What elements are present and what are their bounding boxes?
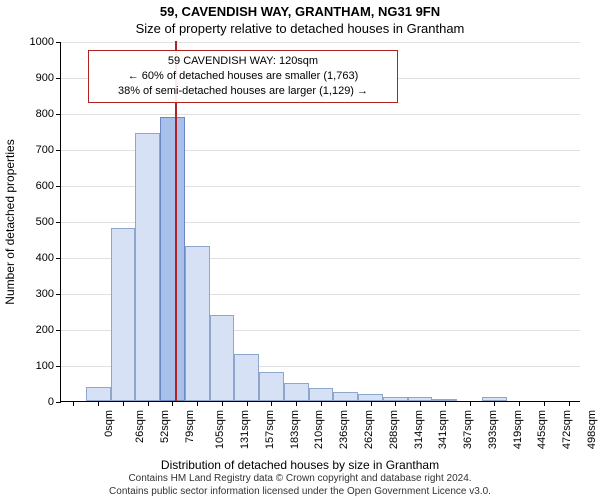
chart-title-line1: 59, CAVENDISH WAY, GRANTHAM, NG31 9FN xyxy=(0,4,600,19)
x-tick-label: 445sqm xyxy=(536,410,548,449)
footer-line2: Contains public sector information licen… xyxy=(0,485,600,498)
y-tick-label: 900 xyxy=(14,72,54,84)
y-tick-label: 600 xyxy=(14,180,54,192)
bar xyxy=(111,228,136,401)
annotation-line2: ← 60% of detached houses are smaller (1,… xyxy=(97,69,389,84)
gridline xyxy=(61,114,580,115)
y-tick-label: 100 xyxy=(14,360,54,372)
x-tick-label: 210sqm xyxy=(314,410,326,449)
x-tick-mark xyxy=(470,401,471,406)
y-tick-label: 0 xyxy=(14,396,54,408)
y-tick-mark xyxy=(56,186,61,187)
x-tick-mark xyxy=(395,401,396,406)
x-tick-label: 393sqm xyxy=(487,410,499,449)
y-tick-label: 800 xyxy=(14,108,54,120)
annotation-line1: 59 CAVENDISH WAY: 120sqm xyxy=(97,54,389,69)
x-tick-mark xyxy=(247,401,248,406)
y-tick-label: 1000 xyxy=(14,36,54,48)
x-tick-label: 0sqm xyxy=(103,410,115,437)
bar xyxy=(259,372,284,401)
x-tick-label: 157sqm xyxy=(264,410,276,449)
y-tick-mark xyxy=(56,294,61,295)
x-tick-label: 262sqm xyxy=(363,410,375,449)
x-tick-label: 498sqm xyxy=(586,410,598,449)
x-tick-mark xyxy=(569,401,570,406)
bar xyxy=(160,117,185,401)
y-tick-label: 400 xyxy=(14,252,54,264)
x-tick-mark xyxy=(544,401,545,406)
bar xyxy=(309,388,334,401)
footer-attribution: Contains HM Land Registry data © Crown c… xyxy=(0,472,600,498)
x-tick-mark xyxy=(420,401,421,406)
x-tick-mark xyxy=(445,401,446,406)
y-tick-mark xyxy=(56,366,61,367)
x-tick-label: 314sqm xyxy=(413,410,425,449)
bar xyxy=(234,354,259,401)
x-tick-label: 472sqm xyxy=(561,410,573,449)
chart-container: 59, CAVENDISH WAY, GRANTHAM, NG31 9FN Si… xyxy=(0,0,600,500)
y-tick-label: 500 xyxy=(14,216,54,228)
x-tick-mark xyxy=(197,401,198,406)
x-tick-label: 367sqm xyxy=(462,410,474,449)
bar xyxy=(333,392,358,401)
y-tick-label: 700 xyxy=(14,144,54,156)
annotation-line3: 38% of semi-detached houses are larger (… xyxy=(97,84,389,99)
gridline xyxy=(61,42,580,43)
x-tick-mark xyxy=(222,401,223,406)
x-tick-mark xyxy=(346,401,347,406)
annotation-box: 59 CAVENDISH WAY: 120sqm ← 60% of detach… xyxy=(88,50,398,103)
x-axis-label: Distribution of detached houses by size … xyxy=(0,458,600,472)
x-tick-mark xyxy=(98,401,99,406)
y-tick-mark xyxy=(56,150,61,151)
x-tick-label: 26sqm xyxy=(134,410,146,443)
x-tick-mark xyxy=(172,401,173,406)
x-tick-label: 236sqm xyxy=(338,410,350,449)
footer-line1: Contains HM Land Registry data © Crown c… xyxy=(0,472,600,485)
y-tick-label: 300 xyxy=(14,288,54,300)
x-tick-label: 105sqm xyxy=(215,410,227,449)
x-tick-label: 288sqm xyxy=(388,410,400,449)
y-tick-mark xyxy=(56,402,61,403)
x-tick-mark xyxy=(296,401,297,406)
bar xyxy=(135,133,160,401)
x-tick-mark xyxy=(123,401,124,406)
bar xyxy=(86,387,111,401)
x-tick-label: 341sqm xyxy=(437,410,449,449)
x-tick-mark xyxy=(494,401,495,406)
y-tick-label: 200 xyxy=(14,324,54,336)
x-tick-label: 183sqm xyxy=(289,410,301,449)
x-tick-mark xyxy=(148,401,149,406)
y-tick-mark xyxy=(56,114,61,115)
x-tick-mark xyxy=(519,401,520,406)
chart-title-line2: Size of property relative to detached ho… xyxy=(0,21,600,36)
bar xyxy=(185,246,210,401)
x-tick-label: 419sqm xyxy=(512,410,524,449)
x-tick-label: 131sqm xyxy=(239,410,251,449)
y-tick-mark xyxy=(56,330,61,331)
y-tick-mark xyxy=(56,258,61,259)
x-tick-mark xyxy=(371,401,372,406)
y-tick-mark xyxy=(56,78,61,79)
bar xyxy=(284,383,309,401)
x-tick-label: 52sqm xyxy=(159,410,171,443)
x-tick-mark xyxy=(73,401,74,406)
bar xyxy=(210,315,235,401)
x-tick-mark xyxy=(321,401,322,406)
y-tick-mark xyxy=(56,42,61,43)
x-tick-label: 79sqm xyxy=(184,410,196,443)
bar xyxy=(358,394,383,401)
y-tick-mark xyxy=(56,222,61,223)
x-tick-mark xyxy=(271,401,272,406)
